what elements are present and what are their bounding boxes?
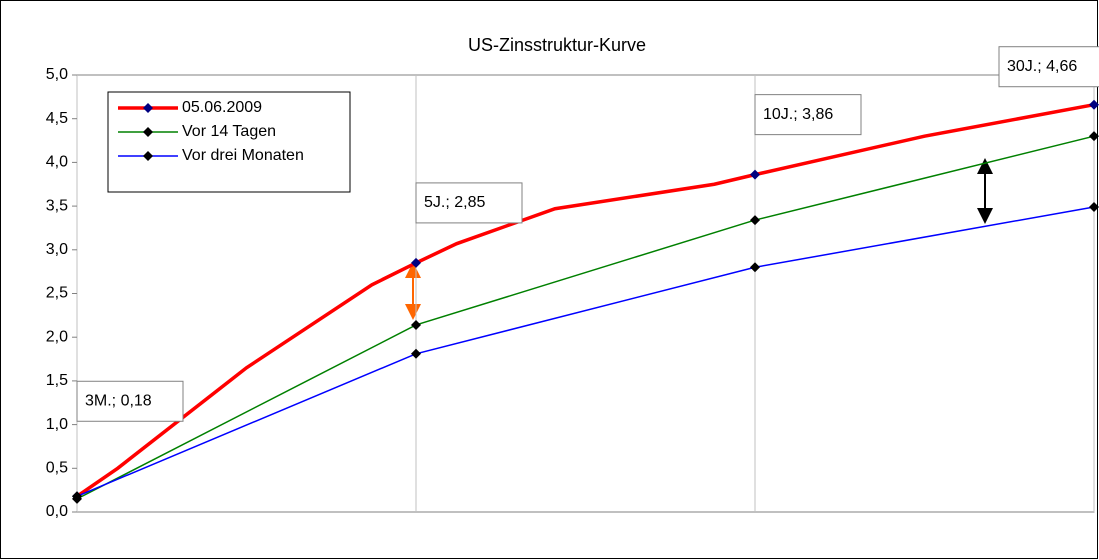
data-label: 10J.; 3,86 — [763, 106, 833, 123]
y-tick-label: 1,5 — [46, 372, 68, 389]
marker — [1089, 131, 1099, 142]
marker — [411, 257, 421, 268]
legend: 05.06.2009 Vor 14 Tagen Vor drei Monaten — [107, 91, 351, 193]
y-tick-label: 4,5 — [46, 110, 68, 127]
data-label: 3M.; 0,18 — [85, 392, 152, 409]
y-tick-label: 3,5 — [46, 197, 68, 214]
y-tick-label: 2,5 — [46, 285, 68, 302]
marker — [750, 262, 760, 273]
marker — [1089, 99, 1099, 110]
series-line — [76, 206, 1095, 497]
marker — [411, 348, 421, 359]
data-label: 5J.; 2,85 — [424, 194, 485, 211]
y-tick-label: 3,0 — [46, 241, 68, 258]
legend-label: Vor drei Monaten — [182, 147, 304, 164]
legend-marker — [143, 103, 153, 113]
y-tick-label: 0,0 — [46, 503, 68, 520]
y-tick-label: 1,0 — [46, 416, 68, 433]
marker — [411, 319, 421, 330]
marker — [750, 215, 760, 226]
data-label: 30J.; 4,66 — [1007, 58, 1077, 75]
series-line — [76, 135, 1095, 500]
legend-marker — [143, 151, 153, 161]
series-line — [76, 102, 1095, 498]
marker — [1089, 201, 1099, 212]
marker — [750, 169, 760, 180]
data-label-box — [998, 46, 1099, 88]
legend-label: Vor 14 Tagen — [182, 123, 276, 140]
marker — [72, 491, 82, 502]
legend-marker — [143, 127, 153, 137]
y-tick-label: 0,5 — [46, 460, 68, 477]
chart-title: US-Zinsstruktur-Kurve — [468, 35, 646, 55]
legend-box — [107, 91, 351, 193]
data-label-box — [415, 182, 523, 224]
y-tick-label: 4,0 — [46, 154, 68, 171]
legend-label: 05.06.2009 — [182, 99, 262, 116]
data-label-box — [754, 94, 862, 136]
y-tick-label: 5,0 — [46, 66, 68, 83]
y-tick-label: 2,0 — [46, 328, 68, 345]
data-label-box — [76, 380, 184, 422]
